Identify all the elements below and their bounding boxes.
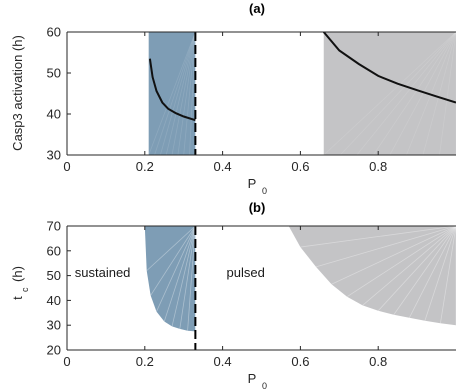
panel-b-pulsed-fan-line <box>315 226 456 268</box>
panel-b-y-tick-label: 40 <box>47 293 61 308</box>
panel-a-pulsed-texture-line <box>323 32 456 155</box>
panel-a-y-tick-label: 30 <box>47 148 61 163</box>
panel-a-sustained-texture-line <box>165 32 196 155</box>
panel-b-x-tick-label: 0 <box>63 354 70 369</box>
panel-b-sustained-fan-line <box>179 226 196 329</box>
panel-a-plot-area <box>148 32 456 155</box>
panel-a-sustained-texture-line <box>154 32 196 155</box>
panel-a-pulsed-band <box>323 32 456 155</box>
panel-a-pulsed-texture-line <box>439 32 456 155</box>
panel-a-x-tick-label: 0.6 <box>291 159 309 174</box>
panel-a-x-axis-label: P 0 <box>248 176 267 196</box>
panel-b-y-tick-label: 70 <box>47 219 61 234</box>
panel-b-pulsed-fan-line <box>331 226 456 285</box>
panel-b-pulsed-fan-line <box>440 226 456 324</box>
panel-a-sustained-texture-line <box>148 32 196 155</box>
panel-b-axes: 0 0.2 0.4 0.6 0.8 20 30 40 50 60 70 <box>47 219 456 369</box>
panel-a-axes: 0 0.2 0.4 0.6 0.8 30 40 50 60 <box>47 25 456 174</box>
panel-b-y-tick-label: 20 <box>47 343 61 358</box>
panel-b-sustained-fan-line <box>150 226 196 296</box>
panel-a-sustained-band <box>148 32 196 155</box>
panel-a-activation-curve-1 <box>148 58 196 122</box>
pulsed-region-label: pulsed <box>226 265 264 280</box>
panel-a-pulsed-texture-line <box>373 32 456 155</box>
panel-b-x-tick-label: 0.6 <box>291 354 309 369</box>
sustained-region-label: sustained <box>75 265 131 280</box>
panel-a-x-tick-label: 0 <box>63 159 70 174</box>
panel-b-pulsed-fan-line <box>362 226 456 306</box>
panel-a-y-tick-label: 40 <box>47 107 61 122</box>
panel-b-plot-area <box>144 226 456 332</box>
panel-b: (b) sustained pulsed 0 0.2 0.4 0.6 0.8 20 30 40… <box>10 200 456 391</box>
panel-b-y-axis-label-main: t <box>10 296 25 300</box>
panel-b-pulsed-fan-line <box>346 226 456 298</box>
panel-b-y-tick-label: 30 <box>47 318 61 333</box>
panel-b-sustained-fan-line <box>146 226 196 271</box>
panel-b-x-axis-label-sub: 0 <box>262 381 267 391</box>
panel-b-x-tick-label: 0.2 <box>136 354 154 369</box>
panel-a-sustained-texture-line <box>183 32 196 155</box>
panel-b-pulsed-fan-line <box>393 226 456 316</box>
panel-b-pulsed-fan-line <box>408 226 456 318</box>
panel-a-x-axis-label-main: P <box>248 176 257 191</box>
panel-a-pulsed-texture-line <box>389 32 456 155</box>
panel-a-x-axis-label-sub: 0 <box>262 186 267 196</box>
panel-b-y-axis-label-sub: c <box>20 287 30 292</box>
panel-a-pulsed-texture-line <box>339 32 456 155</box>
panel-a-sustained-texture-line <box>159 32 196 155</box>
panel-a-y-tick-label: 50 <box>47 66 61 81</box>
panel-a-sustained-texture-line <box>177 32 196 155</box>
panel-a: (a) 0 0.2 0.4 0.6 0.8 30 40 50 60 Casp3 activati… <box>10 1 456 196</box>
panel-b-x-tick-label: 0.4 <box>214 354 232 369</box>
panel-b-y-axis-label: t c (h) <box>10 266 30 300</box>
panel-b-y-tick-label: 50 <box>47 268 61 283</box>
panel-b-pulsed-fan-line <box>377 226 456 312</box>
panel-a-x-tick-label: 0.8 <box>369 159 387 174</box>
panel-a-y-tick-label: 60 <box>47 25 61 40</box>
panel-b-x-tick-label: 0.8 <box>369 354 387 369</box>
panel-a-x-tick-label: 0.2 <box>136 159 154 174</box>
panel-a-pulsed-texture-line <box>406 32 456 155</box>
panel-a-title: (a) <box>249 1 265 16</box>
panel-b-sustained-fan-line <box>156 226 196 312</box>
panel-a-pulsed-texture-line <box>356 32 456 155</box>
panel-b-y-tick-label: 60 <box>47 243 61 258</box>
panel-b-title: (b) <box>249 200 266 215</box>
panel-b-sustained-region <box>144 226 196 332</box>
panel-b-pulsed-region <box>288 226 456 326</box>
panel-b-pulsed-fan-line <box>300 226 456 248</box>
panel-a-x-tick-label: 0.4 <box>214 159 232 174</box>
panel-b-x-axis-label-main: P <box>248 371 257 386</box>
panel-b-sustained-fan-line <box>163 226 196 322</box>
panel-b-sustained-fan-line <box>171 226 196 327</box>
panel-a-activation-curve-2 <box>322 32 456 104</box>
panel-b-pulsed-fan-line <box>424 226 456 321</box>
panel-b-y-axis-label-unit: (h) <box>10 266 25 282</box>
panel-b-sustained-fan-line <box>187 226 196 331</box>
panel-a-pulsed-texture-line <box>422 32 456 155</box>
panel-a-y-axis-label: Casp3 activation (h) <box>10 35 25 151</box>
panel-b-x-axis-label: P 0 <box>248 371 267 391</box>
panel-a-sustained-texture-line <box>171 32 196 155</box>
